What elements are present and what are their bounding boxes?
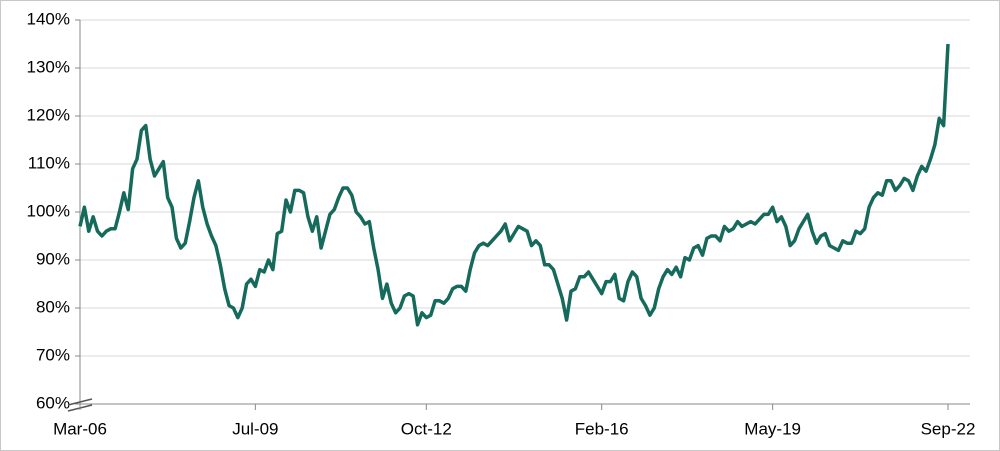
x-tick-label: Mar-06 <box>53 419 107 438</box>
x-tick-label: Oct-12 <box>401 419 452 438</box>
y-tick-label: 60% <box>36 393 70 412</box>
y-tick-label: 80% <box>36 297 70 316</box>
y-tick-label: 100% <box>27 201 70 220</box>
y-tick-label: 90% <box>36 249 70 268</box>
y-tick-label: 110% <box>28 153 70 172</box>
axis-break <box>67 398 93 406</box>
x-tick-label: May-19 <box>744 419 801 438</box>
x-tick-label: Jul-09 <box>232 419 278 438</box>
y-tick-label: 140% <box>27 9 70 28</box>
x-tick-label: Sep-22 <box>921 419 976 438</box>
x-tick-label: Feb-16 <box>575 419 629 438</box>
line <box>78 43 950 327</box>
y-tick-label: 130% <box>27 57 70 76</box>
y-tick-label: 70% <box>36 345 70 364</box>
y-tick-label: 120% <box>27 105 70 124</box>
